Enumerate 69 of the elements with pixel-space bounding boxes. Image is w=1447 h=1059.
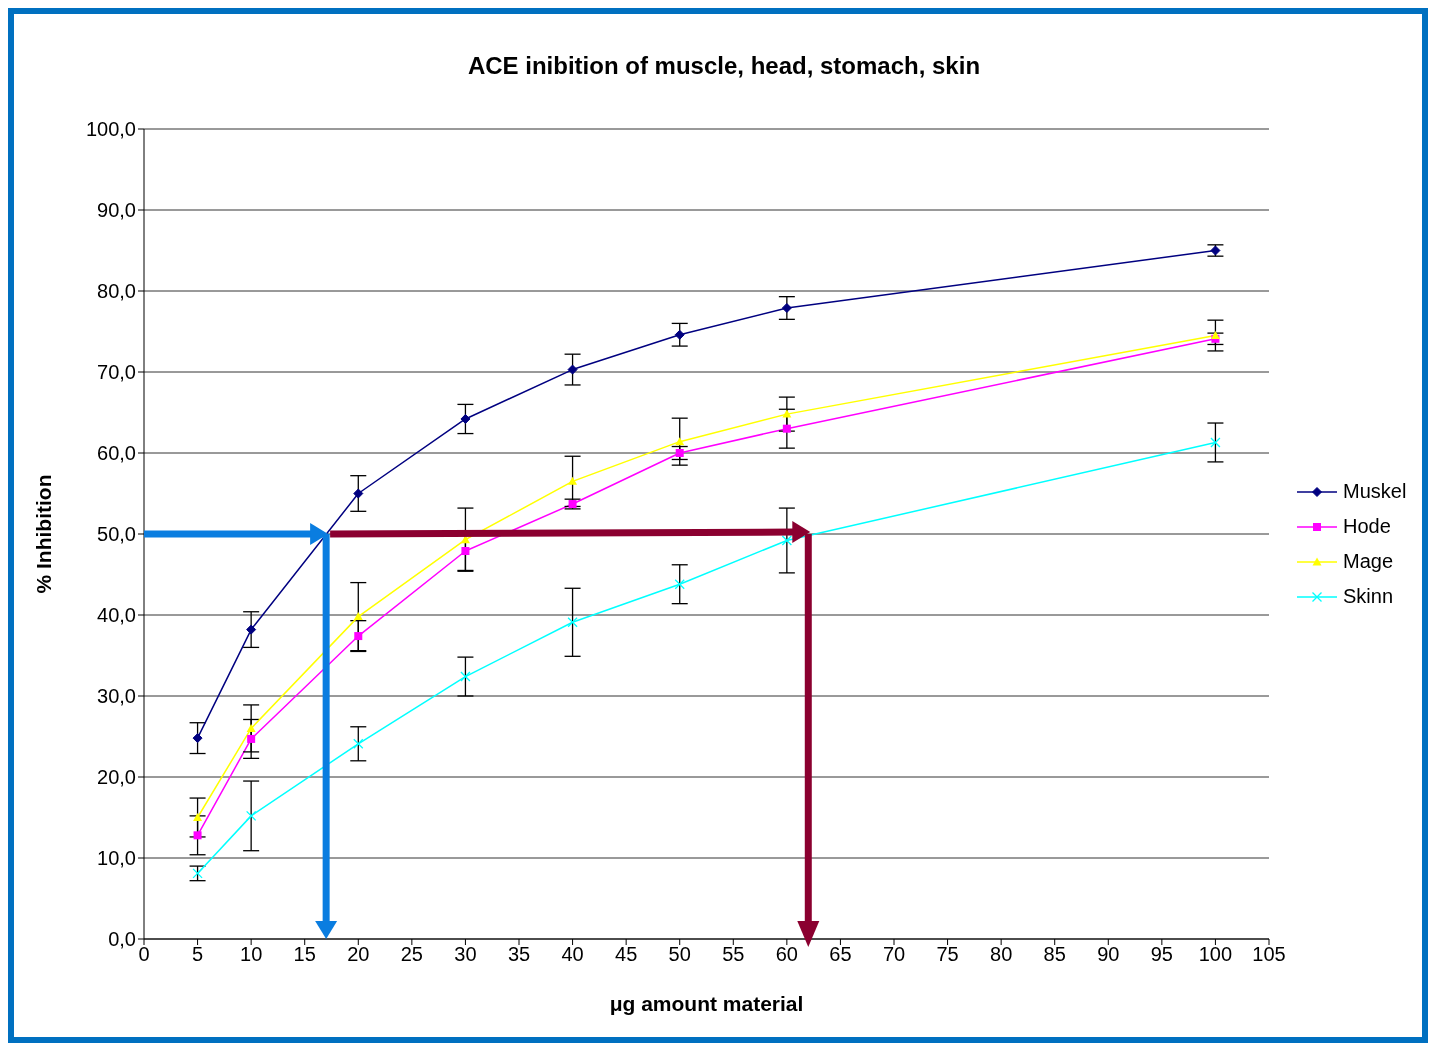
x-tick-label: 55	[722, 943, 745, 966]
x-tick-label: 20	[347, 943, 370, 966]
x-tick-label: 105	[1252, 943, 1286, 966]
point	[1210, 245, 1221, 256]
point	[782, 424, 791, 433]
legend-label: Hode	[1343, 515, 1391, 538]
x-tick-label: 70	[882, 943, 906, 966]
point	[353, 612, 363, 621]
y-tick-label: 40,0	[97, 604, 136, 627]
x-tick-label: 75	[936, 943, 959, 966]
point	[246, 723, 256, 732]
point	[353, 488, 364, 499]
point	[675, 449, 684, 457]
x-tick-label: 30	[454, 943, 477, 966]
point	[567, 617, 578, 628]
point	[567, 364, 578, 375]
point	[674, 329, 685, 340]
point	[782, 409, 792, 418]
x-tick-label: 35	[507, 943, 531, 966]
point	[1210, 437, 1221, 448]
y-tick-label: 60,0	[97, 442, 136, 465]
x-axis-title: μg amount material	[609, 992, 804, 1015]
y-tick-label: 20,0	[97, 766, 136, 789]
x-tick-label: 25	[400, 943, 423, 966]
point	[461, 547, 470, 556]
point	[193, 813, 203, 821]
y-tick-label: 80,0	[97, 280, 136, 303]
x-tick-label: 100	[1198, 943, 1233, 966]
x-tick-label: 50	[668, 943, 691, 966]
point	[247, 734, 256, 743]
x-tick-label: 40	[561, 943, 584, 966]
x-tick-label: 65	[829, 943, 852, 966]
x-tick-label: 90	[1097, 943, 1120, 966]
point	[460, 671, 471, 682]
point	[568, 476, 578, 485]
y-tick-label: 0,0	[108, 928, 136, 951]
y-tick-label: 70,0	[97, 361, 136, 384]
point	[192, 733, 203, 744]
point	[353, 738, 364, 749]
y-tick-label: 50,0	[97, 523, 136, 546]
y-tick-label: 30,0	[97, 685, 136, 708]
point	[675, 437, 685, 446]
x-tick-label: 5	[192, 943, 204, 966]
point	[781, 535, 793, 546]
point	[354, 632, 363, 641]
legend-label: Muskel	[1343, 480, 1407, 503]
x-tick-label: 15	[293, 943, 316, 966]
x-tick-label: 45	[615, 943, 638, 966]
legend-label: Skinn	[1343, 585, 1394, 608]
legend-label: Mage	[1343, 550, 1394, 573]
point	[246, 624, 257, 635]
y-tick-label: 90,0	[97, 199, 136, 222]
x-tick-label: 10	[240, 943, 263, 966]
chart-title: ACE inibition of muscle, head, stomach, skin	[466, 52, 982, 80]
x-tick-label: 80	[990, 943, 1013, 966]
point	[192, 868, 203, 879]
x-tick-label: 60	[775, 943, 798, 966]
point	[460, 413, 471, 424]
point	[674, 579, 685, 590]
x-tick-label: 95	[1150, 943, 1173, 966]
point	[781, 303, 792, 314]
point	[460, 535, 470, 544]
x-tick-label: 0	[138, 943, 150, 966]
x-tick-label: 85	[1043, 943, 1066, 966]
y-axis-title: % Inhibition	[32, 474, 56, 594]
y-tick-label: 100,0	[85, 118, 136, 141]
point	[193, 831, 202, 840]
y-tick-label: 10,0	[97, 847, 136, 870]
point	[245, 810, 257, 822]
